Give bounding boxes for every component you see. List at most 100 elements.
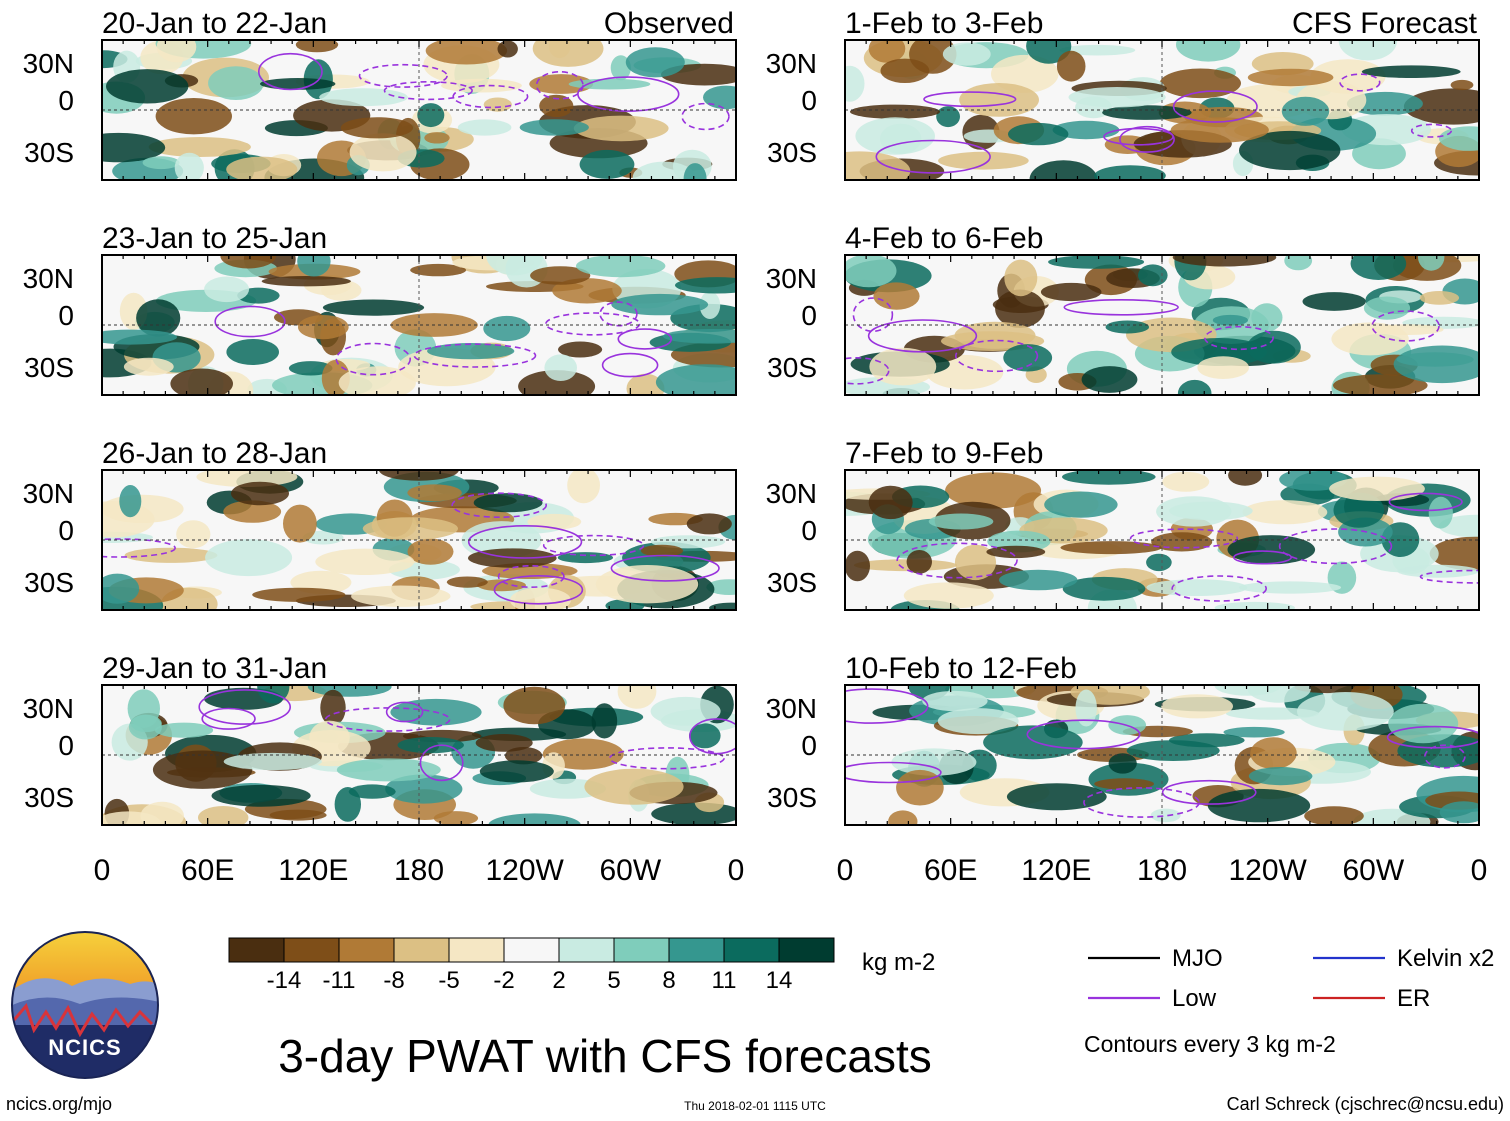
map-panel: 23-Jan to 25-Jan 30N 0 30S [23,222,737,396]
pwat-anomaly [1048,255,1145,269]
pwat-anomaly [888,810,918,825]
column-header: Observed [604,7,734,40]
pwat-field [845,470,1479,610]
pwat-anomaly [595,565,699,604]
pwat-anomaly [504,747,543,765]
pwat-anomaly [709,602,736,610]
low-contour [845,688,929,724]
figure-title: 3-day PWAT with CFS forecasts [278,1030,932,1082]
low-contour [1339,73,1381,92]
panel-period-label: 4-Feb to 6-Feb [845,222,1043,255]
low-contour [896,542,1018,579]
panel-period-label: 1-Feb to 3-Feb [845,7,1043,40]
pwat-anomaly [896,769,944,806]
pwat-anomaly [1352,138,1406,170]
pwat-anomaly [336,758,441,782]
pwat-anomaly [123,357,174,376]
pwat-anomaly [148,137,251,157]
pwat-anomaly [1081,366,1138,393]
pwat-anomaly [483,315,531,342]
pwat-anomaly [1146,579,1248,596]
pwat-anomaly [1329,476,1425,501]
pwat-anomaly [567,470,600,504]
pwat-anomaly [529,74,594,94]
pwat-anomaly [1393,345,1479,384]
pwat-anomaly [1177,379,1212,395]
pwat-anomaly [1161,694,1233,719]
pwat-anomaly [1170,117,1269,143]
pwat-anomaly [880,58,930,83]
pwat-anomaly [1029,160,1098,180]
website-link[interactable]: ncics.org/mjo [6,1094,113,1114]
pwat-field [102,470,736,610]
low-contour [689,718,736,755]
contour-note: Contours every 3 kg m-2 [1084,1031,1336,1057]
pwat-anomaly [1247,685,1311,703]
pwat-anomaly [873,282,920,310]
colorbar-swatch [448,937,505,963]
pwat-anomaly [295,40,339,53]
pwat-anomaly [986,545,1046,559]
map-panel: 26-Jan to 28-Jan 30N 0 30S [23,437,737,611]
pwat-anomaly [475,734,533,752]
colorbar-units: kg m-2 [862,949,935,976]
pwat-anomaly [473,493,543,513]
pwat-anomaly [320,689,346,726]
pwat-anomaly [1176,40,1241,62]
pwat-anomaly [530,266,591,285]
low-contour [875,139,991,174]
pwat-anomaly [1169,733,1245,748]
lon-tick-label: 120E [1021,854,1091,887]
legend-label: Kelvin x2 [1397,945,1494,972]
lon-tick-label: 180 [1137,854,1187,887]
pwat-anomaly [142,156,180,170]
colorbar-swatch [668,937,725,963]
low-contour [1371,310,1440,342]
pwat-anomaly [1044,491,1118,518]
low-contour [1388,492,1463,512]
pwat-anomaly [1388,703,1459,744]
pwat-anomaly [479,760,554,783]
pwat-anomaly [425,40,508,65]
lat-tick-label: 0 [801,515,817,546]
lat-tick-label: 30S [767,567,817,598]
pwat-anomaly [348,784,396,799]
colorbar-tick-label: 8 [662,967,675,994]
pwat-anomaly [1397,564,1479,578]
pwat-anomaly [518,370,596,395]
low-contour [1386,725,1479,749]
pwat-anomaly [576,255,666,278]
pwat-anomaly [1212,314,1248,326]
low-contour [1410,123,1453,138]
lon-tick-label: 120E [278,854,348,887]
pwat-anomaly [136,299,181,337]
pwat-anomaly [650,535,726,549]
lon-tick-label: 120W [1228,854,1307,887]
low-contour [451,492,548,519]
pwat-anomaly [662,329,736,344]
low-contour [599,301,638,327]
pwat-anomaly [298,315,349,340]
pwat-anomaly [1162,471,1210,492]
pwat-anomaly [845,65,865,102]
pwat-anomaly [1169,501,1253,521]
pwat-anomaly [1056,50,1086,82]
pwat-anomaly [584,768,684,805]
pwat-anomaly [611,293,709,316]
low-contour [1119,125,1175,153]
pwat-anomaly [937,708,1019,735]
pwat-anomaly [433,811,479,825]
low-contour [493,574,584,605]
pwat-anomaly [208,66,264,100]
pwat-anomaly [1146,553,1172,572]
low-contour [610,554,720,582]
logo-text: NCICS [48,1035,121,1060]
pwat-anomaly [1279,470,1348,491]
pwat-anomaly [315,548,415,575]
pwat-anomaly [1338,40,1398,61]
pwat-anomaly [998,569,1078,591]
pwat-anomaly [102,811,161,825]
pwat-field [102,40,736,180]
pwat-anomaly [1281,96,1330,126]
